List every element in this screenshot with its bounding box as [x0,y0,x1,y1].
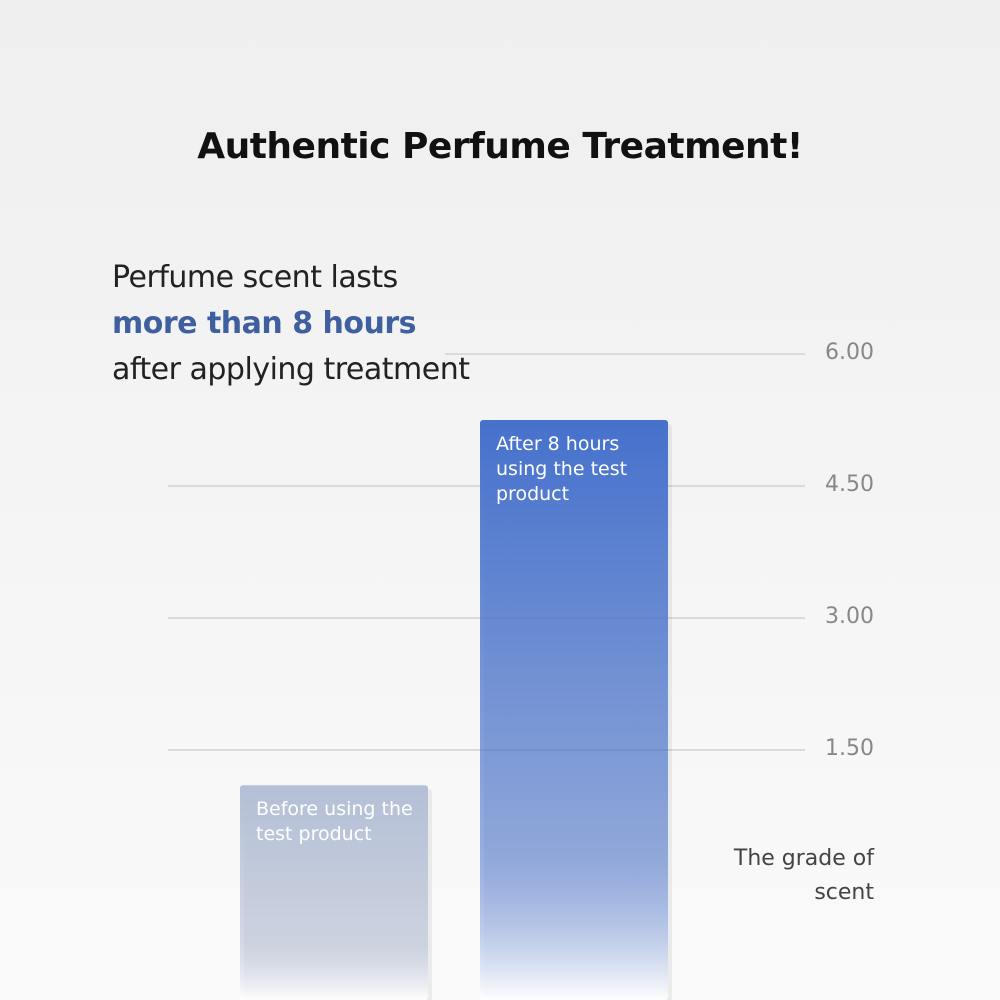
y-tick-label: 1.50 [825,736,874,761]
bar [480,420,668,1000]
y-tick-label: 6.00 [825,340,874,365]
chart-title: Authentic Perfume Treatment! [197,126,803,167]
y-axis-label: The grade of scent [733,846,874,905]
subtitle: after applying treatment [112,352,470,387]
y-tick-label: 3.00 [825,604,874,629]
y-tick-label: 4.50 [825,472,874,497]
subtitle-highlight: more than 8 hours [112,306,417,341]
bar-label: Before using the test product [256,798,413,846]
bar-label: After 8 hours using the test product [496,433,628,505]
subtitle: Perfume scent lasts [112,260,398,295]
bar [240,785,428,1000]
